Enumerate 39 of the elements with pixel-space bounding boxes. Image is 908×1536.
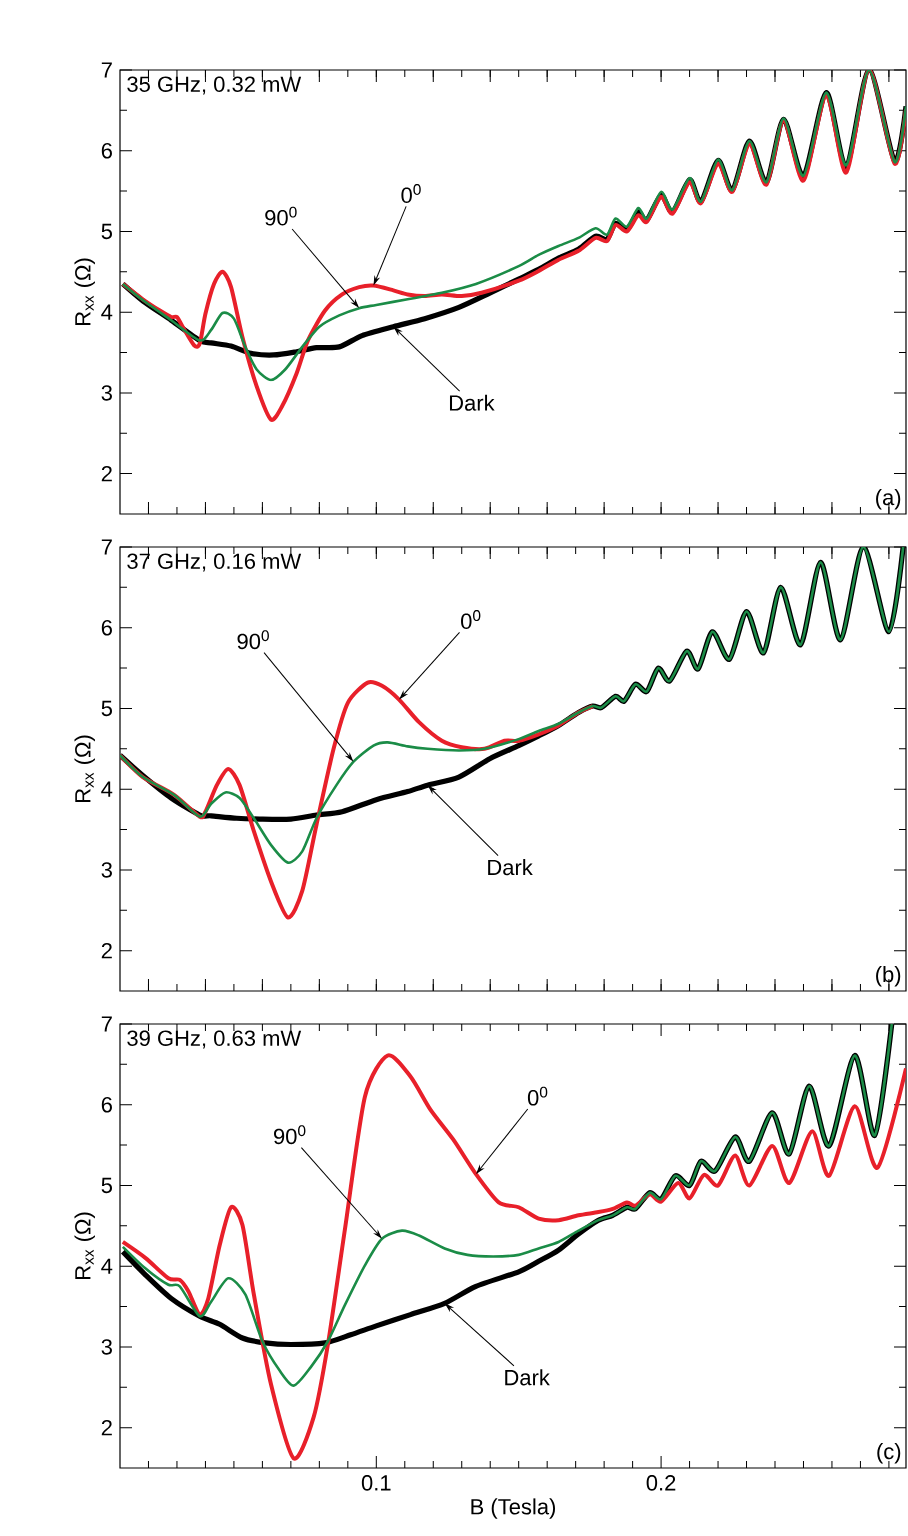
y-tick-label: 4	[101, 781, 113, 797]
annotation: (b)	[876, 966, 901, 987]
y-tick-label: 2	[101, 1419, 112, 1436]
annotation: 37 GHz, 0.16 mW	[127, 553, 302, 572]
y-tick-label: 3	[101, 1339, 112, 1355]
y-tick-label: 6	[101, 1096, 112, 1113]
y-tick-label: 6	[101, 619, 112, 636]
annotation: Dark	[449, 394, 495, 411]
y-tick-label: 3	[101, 862, 112, 878]
annotation: 0$^{0}$	[527, 1086, 548, 1106]
annotation: 90$^{0}$	[274, 1125, 306, 1145]
annotation: Dark	[488, 859, 533, 876]
annotation: 0$^{0}$	[401, 184, 421, 203]
y-tick-label: 7	[101, 539, 112, 555]
annotation: 35 GHz, 0.32 mW	[127, 76, 302, 95]
y-tick-label: 7	[101, 62, 112, 78]
y-tick-label: 6	[101, 142, 112, 159]
x-tick-label: 0.2	[646, 1475, 676, 1491]
y-tick-label: 4	[101, 1258, 113, 1274]
y-tick-label: 7	[101, 1016, 112, 1032]
annotation: 90$^{0}$	[265, 206, 297, 226]
x-tick-label: 0.1	[361, 1475, 391, 1491]
y-tick-label: 2	[101, 942, 112, 959]
annotation: (a)	[876, 489, 901, 510]
y-tick-label: 5	[101, 223, 112, 240]
x-axis-title: B (Tesla)	[471, 1498, 556, 1519]
y-tick-label: 2	[101, 465, 112, 482]
y-tick-label: 4	[101, 304, 113, 320]
y-tick-label: 3	[101, 385, 112, 401]
y-tick-label: 5	[101, 700, 112, 717]
annotation: Dark	[505, 1369, 550, 1386]
annotation: (c)	[877, 1443, 901, 1464]
annotation: 0$^{0}$	[461, 610, 481, 630]
annotation: 90$^{0}$	[237, 630, 269, 650]
y-axis-title: R$_{xx}$ (Ω)	[74, 1212, 95, 1279]
annotation: 39 GHz, 0.63 mW	[127, 1030, 302, 1049]
y-axis-title: R$_{xx}$ (Ω)	[74, 258, 95, 325]
y-axis-title: R$_{xx}$ (Ω)	[74, 735, 95, 802]
y-tick-label: 5	[101, 1177, 112, 1194]
